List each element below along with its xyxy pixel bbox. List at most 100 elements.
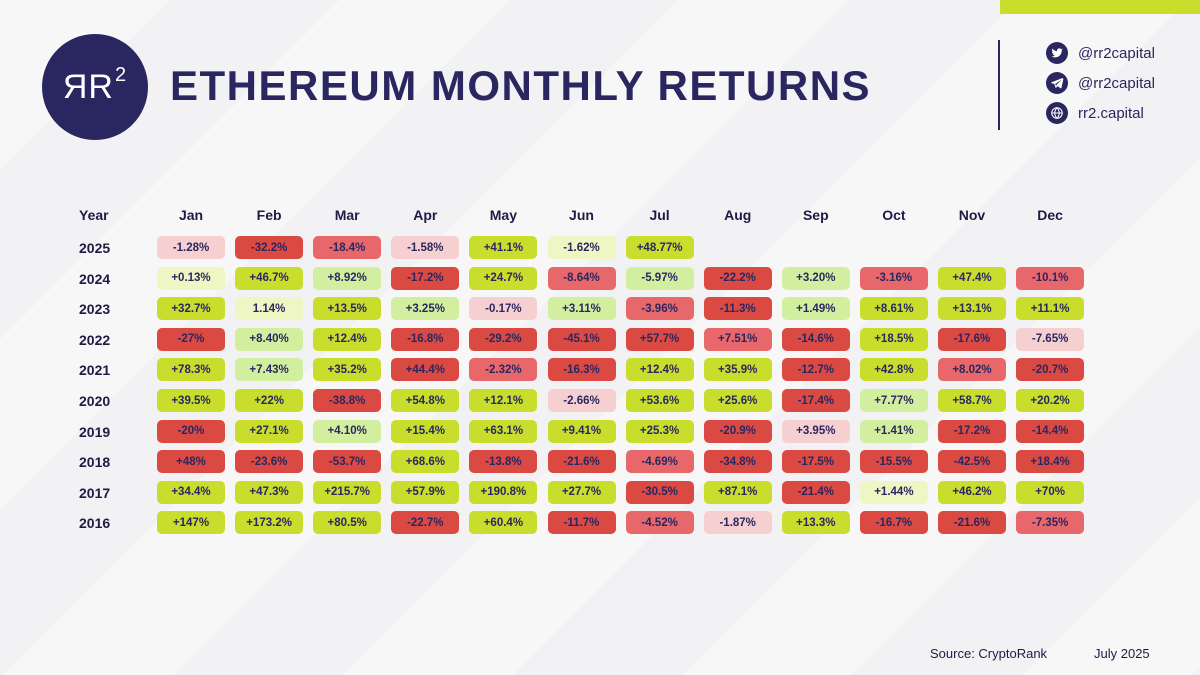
return-cell: -16.8% bbox=[391, 327, 460, 351]
return-cell: -17.2% bbox=[391, 266, 460, 290]
return-cell: +54.8% bbox=[391, 389, 460, 412]
return-cell: -21.6% bbox=[938, 511, 1006, 535]
return-cell: -1.58% bbox=[391, 236, 460, 259]
return-cell: +7.51% bbox=[703, 327, 772, 351]
return-cell: +13.1% bbox=[938, 297, 1006, 321]
year-label: 2023 bbox=[79, 301, 111, 318]
return-cell: -32.2% bbox=[235, 236, 304, 259]
return-cell: +7.77% bbox=[859, 389, 928, 412]
social-website[interactable]: rr2.capital bbox=[1046, 98, 1155, 128]
return-cell: -7.65% bbox=[1016, 327, 1085, 351]
logo-text: ЯR2 bbox=[62, 64, 127, 107]
return-cell: +32.7% bbox=[157, 297, 225, 321]
top-accent-bar bbox=[1000, 0, 1200, 14]
return-cell: -4.69% bbox=[625, 450, 694, 474]
return-cell: +27.1% bbox=[235, 419, 304, 443]
return-cell: -1.87% bbox=[703, 511, 772, 535]
year-label: 2025 bbox=[79, 240, 111, 256]
return-cell: +46.7% bbox=[235, 266, 304, 290]
month-header: May bbox=[489, 207, 517, 223]
return-cell: -21.4% bbox=[781, 480, 850, 504]
telegram-handle: @rr2capital bbox=[1078, 74, 1155, 92]
month-header: Sep bbox=[802, 207, 829, 223]
return-cell: +41.1% bbox=[469, 236, 538, 259]
return-cell: -22.2% bbox=[703, 266, 772, 290]
return-cell: +8.61% bbox=[859, 297, 928, 321]
return-cell: +11.1% bbox=[1016, 297, 1085, 321]
return-cell: +13.3% bbox=[781, 511, 850, 535]
source-label: Source: CryptoRank bbox=[930, 646, 1048, 661]
header-divider bbox=[998, 40, 1000, 130]
website-url: rr2.capital bbox=[1078, 104, 1144, 122]
return-cell: -17.2% bbox=[938, 419, 1006, 443]
return-cell: +7.43% bbox=[235, 358, 304, 382]
return-cell: +25.6% bbox=[703, 389, 772, 412]
return-cell: +12.1% bbox=[469, 389, 538, 412]
return-cell: -4.52% bbox=[625, 511, 694, 535]
return-cell: -3.96% bbox=[625, 297, 694, 321]
social-twitter[interactable]: @rr2capital bbox=[1046, 38, 1155, 68]
year-label: 2021 bbox=[79, 362, 111, 379]
logo-letters: ЯR bbox=[62, 67, 114, 106]
return-cell: +80.5% bbox=[313, 511, 382, 535]
social-telegram[interactable]: @rr2capital bbox=[1046, 68, 1155, 98]
return-cell: -2.66% bbox=[547, 389, 616, 412]
return-cell: +190.8% bbox=[469, 480, 538, 504]
return-cell: -20.7% bbox=[1016, 358, 1085, 382]
return-cell: -1.28% bbox=[157, 236, 225, 259]
month-header: Jun bbox=[569, 207, 594, 223]
year-label: 2017 bbox=[79, 484, 111, 501]
logo: ЯR2 bbox=[42, 34, 148, 140]
year-label: 2020 bbox=[79, 393, 111, 409]
return-cell: -22.7% bbox=[391, 511, 460, 535]
return-cell: -17.5% bbox=[781, 450, 850, 474]
year-label: 2022 bbox=[79, 331, 111, 348]
return-cell: +0.13% bbox=[157, 266, 225, 290]
return-cell: +18.5% bbox=[859, 327, 928, 351]
return-cell: -14.4% bbox=[1016, 419, 1085, 443]
return-cell: -0.17% bbox=[469, 297, 538, 321]
return-cell: +22% bbox=[235, 389, 304, 412]
page-title: ETHEREUM MONTHLY RETURNS bbox=[170, 62, 872, 109]
return-cell: -16.3% bbox=[547, 358, 616, 382]
return-cell: +42.8% bbox=[859, 358, 928, 382]
return-cell: +58.7% bbox=[938, 389, 1006, 412]
year-label: 2018 bbox=[79, 454, 111, 471]
return-cell: +25.3% bbox=[625, 419, 694, 443]
return-cell: -11.3% bbox=[703, 297, 772, 321]
return-cell: +48% bbox=[157, 450, 225, 474]
return-cell: -20% bbox=[157, 419, 225, 443]
return-cell: +3.95% bbox=[781, 419, 850, 443]
return-cell: -34.8% bbox=[703, 450, 772, 474]
return-cell: -45.1% bbox=[547, 327, 616, 351]
telegram-icon bbox=[1046, 72, 1068, 94]
return-cell: -23.6% bbox=[235, 450, 304, 474]
return-cell: -18.4% bbox=[313, 236, 382, 259]
return-cell: -5.97% bbox=[625, 266, 694, 290]
month-header: Dec bbox=[1037, 207, 1063, 223]
month-header: Nov bbox=[958, 207, 986, 223]
return-cell: -17.6% bbox=[938, 327, 1006, 351]
twitter-handle: @rr2capital bbox=[1078, 44, 1155, 62]
return-cell: +35.2% bbox=[313, 358, 382, 382]
return-cell: -3.16% bbox=[859, 266, 928, 290]
return-cell: +48.77% bbox=[625, 236, 694, 259]
return-cell: -17.4% bbox=[781, 389, 850, 412]
return-cell: -38.8% bbox=[313, 389, 382, 412]
return-cell: -10.1% bbox=[1016, 266, 1085, 290]
return-cell: +173.2% bbox=[235, 511, 304, 535]
return-cell: +8.92% bbox=[313, 266, 382, 290]
month-header: Mar bbox=[334, 207, 360, 223]
return-cell: 1.14% bbox=[235, 297, 304, 321]
year-label: 2024 bbox=[79, 270, 111, 287]
return-cell: -14.6% bbox=[781, 327, 850, 351]
year-label: 2019 bbox=[79, 423, 111, 440]
return-cell: -53.7% bbox=[313, 450, 382, 474]
return-cell: -11.7% bbox=[547, 511, 616, 535]
month-header: Feb bbox=[256, 207, 282, 223]
return-cell: -13.8% bbox=[469, 450, 538, 474]
return-cell: +47.4% bbox=[938, 266, 1006, 290]
return-cell: -27% bbox=[157, 327, 225, 351]
month-header: Aug bbox=[724, 207, 752, 223]
date-label: July 2025 bbox=[1094, 646, 1150, 661]
